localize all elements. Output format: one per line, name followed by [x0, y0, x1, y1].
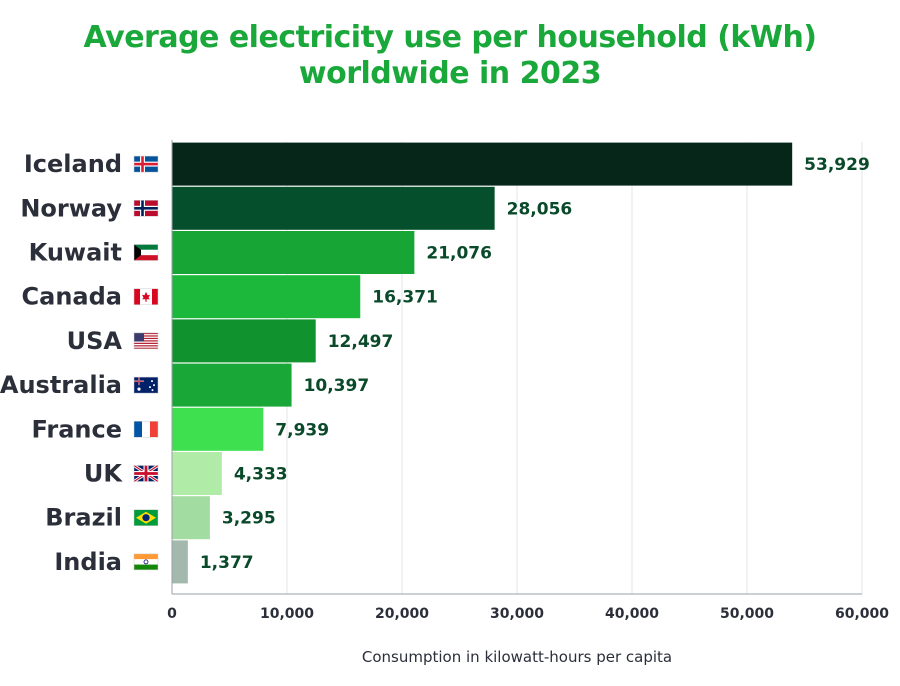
value-label: 28,056: [507, 199, 573, 219]
bar-brazil: [172, 496, 210, 540]
x-tick-label: 0: [167, 606, 177, 622]
bar-norway: [172, 186, 495, 230]
x-tick-label: 30,000: [490, 606, 544, 622]
category-label: Australia: [0, 371, 122, 399]
value-label: 16,371: [372, 288, 438, 308]
category-label: USA: [67, 327, 123, 355]
flag-france-icon: [133, 421, 159, 438]
x-tick-label: 10,000: [260, 606, 314, 622]
x-axis: 0 10,000 20,000 30,000 40,000 50,000 60,000: [167, 140, 889, 622]
category-label: Kuwait: [29, 239, 122, 267]
value-labels: 53,929 28,056 21,076 16,371 12,497 10,397 7,93…: [200, 155, 870, 573]
bar-uk: [172, 452, 222, 495]
category-label: Canada: [22, 283, 122, 311]
bar-iceland: [172, 142, 793, 186]
flag-icons: [133, 155, 159, 571]
bar-france: [172, 407, 264, 451]
value-label: 10,397: [304, 376, 370, 396]
x-tick-label: 50,000: [720, 606, 774, 622]
x-axis-title: Consumption in kilowatt-hours per capita: [361, 648, 673, 666]
flag-brazil-icon: [133, 509, 159, 526]
flag-australia-icon: [133, 376, 159, 394]
flag-canada-icon: [133, 288, 159, 305]
category-label: France: [32, 415, 122, 443]
value-label: 7,939: [275, 420, 329, 440]
category-labels: Iceland Norway Kuwait Canada USA Australia Fra…: [0, 150, 123, 576]
bar-canada: [172, 275, 361, 319]
flag-kuwait-icon: [133, 244, 159, 261]
x-tick-label: 20,000: [375, 606, 429, 622]
x-tick-label: 40,000: [605, 606, 659, 622]
value-label: 1,377: [200, 553, 254, 573]
value-label: 53,929: [804, 155, 870, 175]
bar-usa: [172, 319, 316, 363]
flag-india-icon: [133, 553, 159, 571]
category-label: UK: [84, 460, 123, 488]
category-label: Iceland: [24, 150, 122, 178]
bar-kuwait: [172, 231, 415, 274]
category-label: Brazil: [45, 504, 122, 532]
bar-india: [172, 540, 188, 584]
chart-title-line-1: Average electricity use per household (k…: [83, 20, 817, 55]
value-label: 21,076: [426, 244, 492, 264]
flag-norway-icon: [133, 200, 159, 217]
flag-usa-icon: [133, 332, 159, 350]
bars: [172, 142, 793, 584]
flag-iceland-icon: [133, 155, 159, 173]
x-tick-label: 60,000: [835, 606, 889, 622]
bar-australia: [172, 363, 292, 407]
category-label: Norway: [20, 194, 122, 222]
chart-title-line-2: worldwide in 2023: [298, 56, 602, 91]
flag-uk-icon: [133, 464, 159, 483]
chart-title: Average electricity use per household (k…: [0, 20, 900, 92]
category-label: India: [54, 548, 122, 576]
value-label: 4,333: [234, 465, 288, 485]
value-label: 12,497: [328, 332, 394, 352]
value-label: 3,295: [222, 509, 276, 529]
